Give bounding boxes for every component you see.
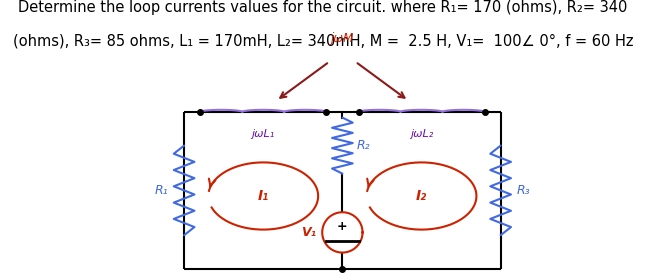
- Text: R₁: R₁: [154, 184, 168, 197]
- Text: jωM: jωM: [331, 32, 354, 45]
- Text: V₁: V₁: [300, 226, 316, 239]
- Text: jωL₁: jωL₁: [252, 129, 275, 139]
- Text: (ohms), R₃= 85 ohms, L₁ = 170mH, L₂= 340mH, M =  2.5 H, V₁=  100∠ 0°, f = 60 Hz: (ohms), R₃= 85 ohms, L₁ = 170mH, L₂= 340…: [13, 34, 633, 49]
- Text: I₂: I₂: [416, 189, 427, 203]
- Text: jωL₂: jωL₂: [410, 129, 433, 139]
- Text: Determine the loop currents values for the circuit. where R₁= 170 (ohms), R₂= 34: Determine the loop currents values for t…: [18, 0, 628, 15]
- Text: R₃: R₃: [517, 184, 530, 197]
- Text: I₁: I₁: [258, 189, 269, 203]
- Text: +: +: [337, 220, 348, 233]
- Text: R₂: R₂: [357, 139, 370, 152]
